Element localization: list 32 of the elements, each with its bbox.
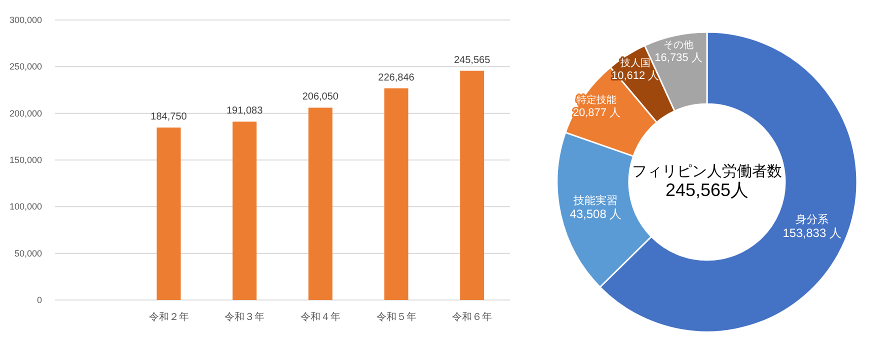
data-label: 245,565 — [454, 54, 491, 66]
x-tick-label: 令和５年 — [376, 311, 416, 323]
x-tick-label: 令和２年 — [148, 311, 189, 323]
data-label: 184,750 — [150, 112, 188, 123]
data-label: 20,877 人 — [572, 106, 621, 119]
bar — [308, 108, 332, 300]
y-tick-label: 200,000 — [9, 108, 42, 118]
y-tick-label: 0 — [36, 295, 42, 305]
bar — [460, 70, 484, 300]
x-tick-label: 令和３年 — [224, 311, 265, 323]
data-label: 226,846 — [378, 72, 415, 84]
y-tick-label: 300,000 — [9, 15, 42, 25]
slice-label: 技人国 — [619, 56, 650, 69]
slice-label: 技能実習 — [572, 194, 618, 207]
x-tick-label: 令和４年 — [300, 311, 340, 323]
data-label: 206,050 — [302, 92, 339, 103]
y-tick-label: 150,000 — [9, 155, 42, 165]
slice-label: その他 — [664, 39, 694, 52]
data-label: 153,833 人 — [782, 226, 842, 240]
data-label: 191,083 — [226, 106, 264, 117]
text: 245,565人 — [665, 180, 749, 200]
text: フィリピン人労働者数 — [632, 163, 782, 180]
slice-label: 身分系 — [796, 213, 829, 226]
bar — [384, 88, 408, 300]
y-tick-label: 50,000 — [14, 248, 42, 258]
bar — [156, 128, 181, 300]
bar — [232, 122, 257, 300]
y-tick-label: 100,000 — [9, 202, 42, 212]
y-tick-label: 250,000 — [9, 62, 42, 72]
x-tick-label: 令和６年 — [452, 311, 492, 323]
data-label: 43,508 人 — [570, 206, 622, 221]
data-label: 16,735 人 — [654, 52, 702, 64]
